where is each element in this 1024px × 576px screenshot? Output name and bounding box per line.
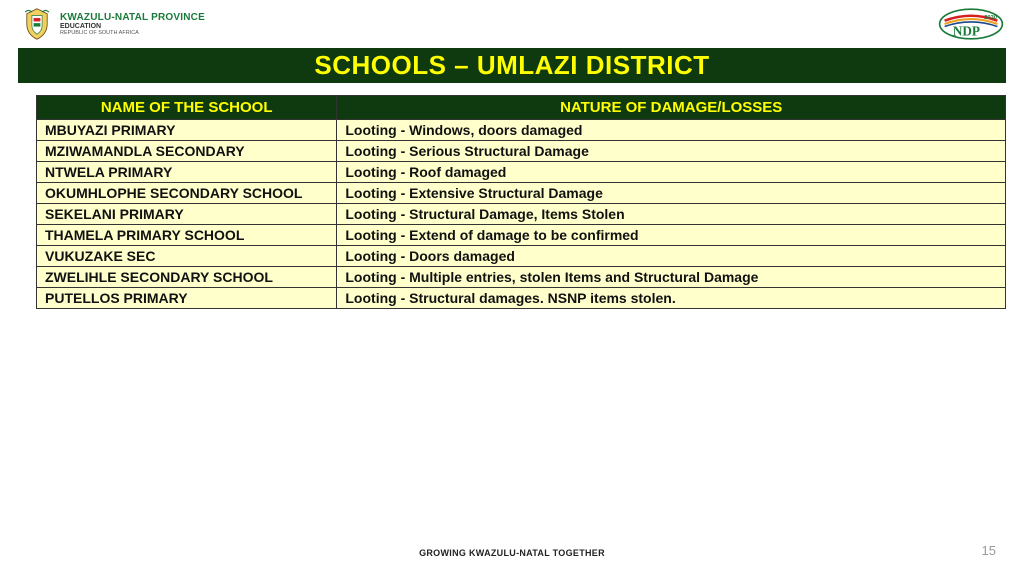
cell-damage: Looting - Doors damaged bbox=[337, 246, 1006, 267]
cell-damage: Looting - Structural damages. NSNP items… bbox=[337, 288, 1006, 309]
cell-school-name: SEKELANI PRIMARY bbox=[37, 204, 337, 225]
col-header-school: NAME OF THE SCHOOL bbox=[37, 96, 337, 120]
province-logo: KWAZULU-NATAL PROVINCE EDUCATION REPUBLI… bbox=[20, 7, 205, 41]
cell-school-name: VUKUZAKE SEC bbox=[37, 246, 337, 267]
cell-school-name: MBUYAZI PRIMARY bbox=[37, 120, 337, 141]
cell-damage: Looting - Extend of damage to be confirm… bbox=[337, 225, 1006, 246]
cell-damage: Looting - Multiple entries, stolen Items… bbox=[337, 267, 1006, 288]
cell-damage: Looting - Structural Damage, Items Stole… bbox=[337, 204, 1006, 225]
department-name: EDUCATION bbox=[60, 23, 205, 31]
table-row: PUTELLOS PRIMARYLooting - Structural dam… bbox=[37, 288, 1006, 309]
header: KWAZULU-NATAL PROVINCE EDUCATION REPUBLI… bbox=[0, 0, 1024, 44]
cell-school-name: THAMELA PRIMARY SCHOOL bbox=[37, 225, 337, 246]
page-title: SCHOOLS – UMLAZI DISTRICT bbox=[18, 50, 1006, 81]
republic-subline: REPUBLIC OF SOUTH AFRICA bbox=[60, 30, 205, 36]
crest-icon bbox=[20, 7, 54, 41]
schools-table-container: NAME OF THE SCHOOL NATURE OF DAMAGE/LOSS… bbox=[36, 95, 1006, 309]
table-row: VUKUZAKE SECLooting - Doors damaged bbox=[37, 246, 1006, 267]
col-header-damage: NATURE OF DAMAGE/LOSSES bbox=[337, 96, 1006, 120]
table-row: OKUMHLOPHE SECONDARY SCHOOLLooting - Ext… bbox=[37, 183, 1006, 204]
table-header-row: NAME OF THE SCHOOL NATURE OF DAMAGE/LOSS… bbox=[37, 96, 1006, 120]
ndp-label: NDP bbox=[953, 24, 980, 39]
cell-school-name: OKUMHLOPHE SECONDARY SCHOOL bbox=[37, 183, 337, 204]
logo-text: KWAZULU-NATAL PROVINCE EDUCATION REPUBLI… bbox=[60, 12, 205, 37]
cell-damage: Looting - Roof damaged bbox=[337, 162, 1006, 183]
province-name: KWAZULU-NATAL PROVINCE bbox=[60, 12, 205, 23]
table-row: ZWELIHLE SECONDARY SCHOOLLooting - Multi… bbox=[37, 267, 1006, 288]
table-row: THAMELA PRIMARY SCHOOLLooting - Extend o… bbox=[37, 225, 1006, 246]
table-row: NTWELA PRIMARYLooting - Roof damaged bbox=[37, 162, 1006, 183]
cell-school-name: MZIWAMANDLA SECONDARY bbox=[37, 141, 337, 162]
table-row: SEKELANI PRIMARYLooting - Structural Dam… bbox=[37, 204, 1006, 225]
ndp-year: 2030 bbox=[984, 15, 997, 21]
footer-tagline: GROWING KWAZULU-NATAL TOGETHER bbox=[0, 548, 1024, 558]
cell-damage: Looting - Extensive Structural Damage bbox=[337, 183, 1006, 204]
table-row: MZIWAMANDLA SECONDARYLooting - Serious S… bbox=[37, 141, 1006, 162]
cell-school-name: PUTELLOS PRIMARY bbox=[37, 288, 337, 309]
cell-school-name: ZWELIHLE SECONDARY SCHOOL bbox=[37, 267, 337, 288]
cell-school-name: NTWELA PRIMARY bbox=[37, 162, 337, 183]
title-bar: SCHOOLS – UMLAZI DISTRICT bbox=[18, 48, 1006, 83]
table-row: MBUYAZI PRIMARYLooting - Windows, doors … bbox=[37, 120, 1006, 141]
cell-damage: Looting - Windows, doors damaged bbox=[337, 120, 1006, 141]
page-number: 15 bbox=[982, 543, 996, 558]
cell-damage: Looting - Serious Structural Damage bbox=[337, 141, 1006, 162]
ndp-logo-icon: 2030 NDP bbox=[938, 7, 1004, 41]
schools-table: NAME OF THE SCHOOL NATURE OF DAMAGE/LOSS… bbox=[36, 95, 1006, 309]
